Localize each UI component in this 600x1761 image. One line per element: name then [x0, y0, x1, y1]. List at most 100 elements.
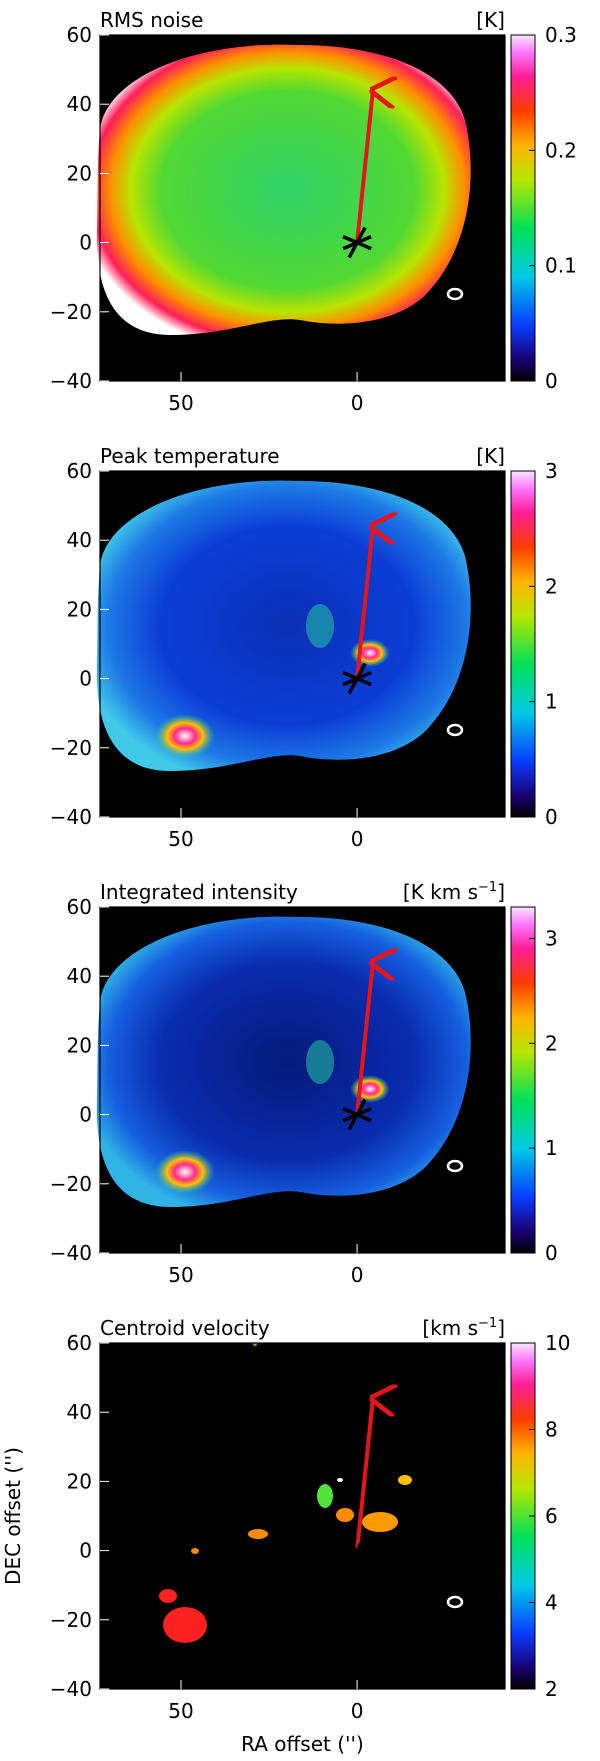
panel-title: Integrated intensity: [100, 880, 298, 904]
y-tick-label: 20: [67, 597, 92, 621]
x-tick-label: 0: [351, 391, 364, 415]
x-tick-label: 0: [351, 1699, 364, 1723]
panel-title: RMS noise: [100, 8, 203, 32]
plot-frame: [99, 1342, 506, 1690]
marker-stroke: [347, 662, 367, 695]
colorbar-tick-label: 10: [545, 1331, 570, 1355]
y-tick-label: 40: [67, 1400, 92, 1424]
y-tick-label: 40: [67, 92, 92, 116]
plot-frame: [99, 34, 506, 382]
outflow-arrow: [355, 962, 373, 1115]
unit-text: [K]: [476, 444, 505, 468]
velocity-patch: [317, 1484, 333, 1508]
emission-corner: [155, 714, 215, 758]
x-axis-title: RA offset (''): [241, 1732, 364, 1756]
map-region: [96, 916, 471, 1208]
map-region: [96, 44, 471, 336]
panel-title: Centroid velocity: [100, 1316, 270, 1340]
beam-ellipse: [446, 1595, 464, 1609]
map-fill: [96, 916, 471, 1208]
panel-1: RMS noise [K] 60 40 20 0 −20 −40 50 0 0 0.1 0.2 0.3: [50, 8, 577, 415]
velocity-patch: [336, 1508, 354, 1522]
y-tick-label: 60: [67, 895, 92, 919]
marker-stroke: [347, 1098, 367, 1131]
unit-end: ]: [497, 1316, 505, 1340]
velocity-patch: [362, 1512, 398, 1532]
colorbar-tick-label: 8: [545, 1418, 558, 1442]
marker-stroke: [347, 1534, 367, 1567]
y-tick-label: 0: [79, 1103, 92, 1127]
y-tick-label: −20: [50, 736, 92, 760]
emission-corner: [155, 1150, 215, 1194]
y-tick-label: 0: [79, 231, 92, 255]
map-fill: [96, 44, 471, 336]
x-tick-label: 50: [168, 827, 193, 851]
source-marker: [342, 662, 372, 695]
y-tick-label: 0: [79, 1539, 92, 1563]
velocity-patch: [337, 1478, 343, 1482]
emission-ridge: [306, 1040, 334, 1084]
colorbar-tick-label: 0.3: [545, 23, 577, 47]
emission-ridge: [306, 604, 334, 648]
colorbar-tick-label: 0.1: [545, 254, 577, 278]
colorbar-tick-label: 2: [545, 1031, 558, 1055]
y-tick-label: −40: [50, 369, 92, 393]
x-tick-label: 0: [351, 1263, 364, 1287]
panel-3: Integrated intensity [K km s−1]6040200−20…: [50, 880, 558, 1287]
beam-ellipse: [446, 1159, 464, 1173]
source-marker: [342, 1098, 372, 1131]
panel-unit: [K km s−1]: [403, 880, 505, 904]
colorbar: [510, 470, 536, 818]
map-image: [96, 916, 471, 1208]
panel-unit: [K]: [476, 444, 505, 468]
panel-title: Peak temperature: [100, 444, 280, 468]
y-tick-label: 40: [67, 964, 92, 988]
y-tick-label: −20: [50, 1608, 92, 1632]
outflow-arrow: [355, 90, 373, 243]
velocity-patch: [191, 1548, 199, 1554]
map-image: [159, 1342, 412, 1643]
unit-text: [km s: [422, 1316, 478, 1340]
source-marker: [342, 226, 372, 259]
colorbar-tick-label: 1: [545, 690, 558, 714]
y-tick-label: −40: [50, 1241, 92, 1265]
colorbar-tick-label: 1: [545, 1136, 558, 1160]
velocity-patch: [248, 1529, 268, 1539]
y-tick-label: 60: [67, 459, 92, 483]
y-tick-label: 0: [79, 667, 92, 691]
colorbar-tick-label: 2: [545, 1677, 558, 1701]
y-tick-label: 40: [67, 528, 92, 552]
velocity-patch: [398, 1475, 412, 1485]
colorbar-tick-label: 0.2: [545, 138, 577, 162]
marker-stroke: [347, 226, 367, 259]
x-tick-label: 50: [168, 391, 193, 415]
y-tick-label: −40: [50, 805, 92, 829]
x-tick-label: 0: [351, 827, 364, 851]
colorbar-tick-label: 0: [545, 369, 558, 393]
outflow-arrow: [355, 1398, 373, 1551]
y-tick-label: −20: [50, 300, 92, 324]
unit-text: [K]: [476, 8, 505, 32]
unit-text: [K km s: [403, 880, 478, 904]
y-tick-label: 60: [67, 1331, 92, 1355]
y-tick-label: −20: [50, 1172, 92, 1196]
map-image: [96, 44, 471, 336]
panel-unit: [K]: [476, 8, 505, 32]
beam-ellipse: [446, 723, 464, 737]
plot-frame: [99, 470, 506, 818]
colorbar: [510, 906, 536, 1254]
panel-2: Peak temperature [K] 60 40 20 0 −20 −40 50 0 0 1 2 3: [50, 444, 558, 851]
colorbar-tick-label: 0: [545, 805, 558, 829]
plot-background: [100, 1343, 505, 1689]
y-tick-label: −40: [50, 1677, 92, 1701]
colorbar-tick-label: 4: [545, 1591, 558, 1615]
unit-superscript: −1: [478, 880, 497, 895]
velocity-patch: [163, 1607, 207, 1643]
y-tick-label: 20: [67, 161, 92, 185]
y-tick-label: 60: [67, 23, 92, 47]
unit-superscript: −1: [478, 1316, 497, 1331]
map-image: [96, 480, 471, 772]
source-marker: [342, 1534, 372, 1567]
velocity-patch: [159, 1589, 177, 1603]
